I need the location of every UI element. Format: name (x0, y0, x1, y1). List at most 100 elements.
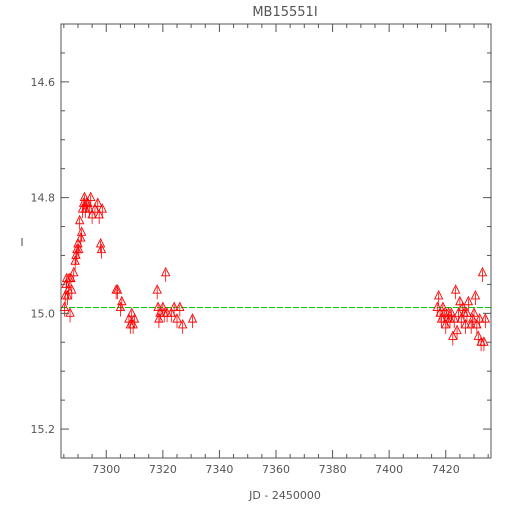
data-point (87, 208, 97, 224)
triangle-marker (470, 289, 481, 300)
data-point (117, 295, 127, 311)
triangle-marker (71, 249, 81, 259)
data-point (480, 313, 491, 329)
data-point (450, 284, 461, 300)
x-tick-label: 7380 (319, 463, 347, 476)
triangle-marker (473, 330, 483, 340)
data-point (166, 307, 177, 323)
triangle-marker (463, 295, 474, 306)
data-point (62, 289, 73, 305)
triangle-marker (67, 284, 77, 294)
data-point (467, 313, 478, 329)
data-point (456, 313, 467, 329)
plot-frame (60, 23, 492, 459)
triangle-marker (112, 284, 123, 294)
triangle-marker (172, 313, 182, 323)
data-point (169, 301, 179, 317)
data-point (85, 191, 96, 207)
data-point (93, 197, 103, 213)
triangle-marker (76, 226, 87, 236)
triangle-marker (472, 318, 482, 329)
data-point (452, 324, 462, 340)
y-tick-label: 15.2 (31, 423, 56, 436)
triangle-marker (69, 266, 79, 277)
triangle-marker (117, 295, 127, 306)
data-point (94, 208, 104, 224)
triangle-marker (175, 301, 185, 311)
triangle-marker (441, 318, 451, 329)
triangle-marker (154, 313, 164, 323)
data-point (462, 307, 472, 323)
data-point (460, 318, 471, 334)
data-point (463, 295, 474, 311)
data-point (449, 313, 459, 329)
y-axis-label: I (20, 236, 23, 249)
x-tick-label: 7400 (375, 463, 403, 476)
triangle-marker (94, 208, 104, 219)
triangle-marker (453, 307, 464, 317)
triangle-marker (460, 318, 471, 329)
triangle-marker (449, 313, 459, 323)
data-point (479, 336, 489, 352)
data-point (97, 203, 108, 219)
data-point (470, 289, 481, 305)
x-tick-label: 7360 (262, 463, 290, 476)
triangle-marker (187, 313, 198, 323)
triangle-marker (436, 313, 447, 323)
x-tick-label: 7320 (149, 463, 177, 476)
triangle-marker (74, 243, 84, 254)
y-tick-label: 14.6 (31, 76, 56, 89)
triangle-marker (76, 232, 86, 242)
triangle-marker (446, 307, 457, 317)
triangle-marker (462, 307, 472, 317)
data-point (474, 313, 485, 329)
triangle-marker (452, 324, 462, 335)
data-point (76, 226, 87, 242)
triangle-marker (62, 289, 73, 300)
triangle-marker (128, 318, 138, 329)
triangle-marker (90, 203, 100, 213)
triangle-marker (87, 208, 97, 219)
triangle-marker (96, 243, 107, 254)
triangle-marker (152, 284, 162, 294)
data-points (59, 191, 491, 352)
data-point (74, 214, 85, 230)
triangle-marker (85, 191, 96, 202)
triangle-marker (59, 301, 70, 311)
triangle-marker (66, 272, 76, 283)
triangle-marker (474, 313, 485, 323)
triangle-marker (160, 266, 171, 277)
data-point (187, 313, 198, 329)
data-point (177, 318, 188, 334)
data-point (66, 272, 76, 288)
triangle-marker (448, 330, 458, 340)
data-point (441, 318, 451, 334)
chart-title: MB15551I (252, 5, 317, 20)
triangle-marker (65, 307, 75, 317)
data-point (69, 266, 79, 282)
data-point (96, 243, 107, 259)
x-axis-ticks: 7300 7320 7340 7360 7380 7400 7420 (63, 24, 489, 476)
triangle-marker (450, 284, 461, 294)
data-point (90, 203, 100, 219)
x-tick-label: 7340 (205, 463, 233, 476)
data-point (172, 313, 182, 329)
data-point (61, 278, 71, 294)
triangle-marker (61, 278, 71, 288)
triangle-marker (432, 301, 442, 311)
triangle-marker (166, 307, 177, 317)
triangle-marker (466, 318, 476, 329)
data-point (175, 301, 185, 317)
data-point (152, 284, 162, 300)
triangle-marker (467, 313, 478, 323)
data-point (154, 313, 164, 329)
data-point (448, 330, 458, 346)
triangle-marker (455, 295, 465, 306)
triangle-marker (169, 301, 179, 311)
data-point (433, 289, 444, 305)
data-point (67, 284, 77, 300)
triangle-marker (477, 266, 488, 277)
data-point (436, 313, 447, 329)
triangle-marker (456, 313, 467, 323)
